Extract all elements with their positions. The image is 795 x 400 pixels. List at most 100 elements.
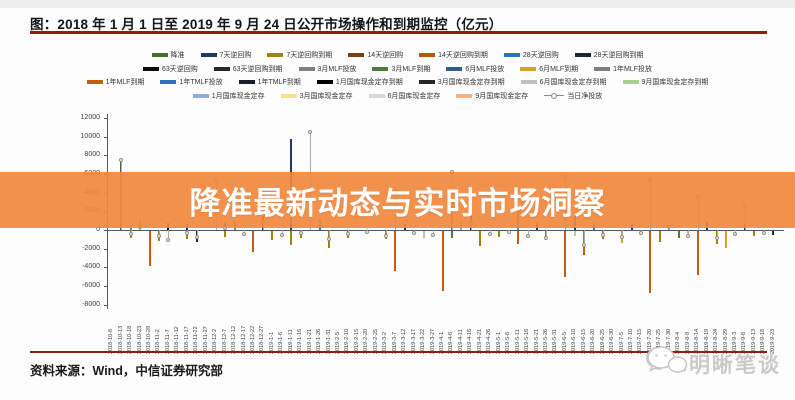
x-tick-label: 2019-4-6 [448,331,455,354]
legend-swatch [160,80,177,84]
net-injection-marker [345,231,350,236]
legend-item: 6月国库现金定存 [368,91,441,101]
bar-1年MLF到期 [649,231,652,293]
bar-1年MLF到期 [564,231,567,277]
legend-item: 14天逆回购 [348,50,403,60]
x-tick-label: 2019-3-27 [429,328,436,354]
x-tick-label: 2019-2-25 [372,328,379,354]
x-tick-label: 2019-4-26 [486,328,493,354]
x-tick-label: 2019-5-16 [524,328,531,354]
net-injection-marker [506,229,511,234]
net-injection-marker [166,238,171,243]
legend-label: 7天逆回购到期 [286,52,333,59]
x-tick-label: 2018-10-18 [127,325,134,354]
legend-swatch [267,53,284,57]
legend-item: 63天逆回购到期 [213,64,283,74]
legend-swatch [520,66,537,71]
net-injection-marker [544,236,549,241]
net-injection-marker [383,233,388,238]
x-tick-label: 2019-4-11 [457,329,464,354]
y-tick-label: -8000 [82,300,100,308]
legend-swatch [142,66,159,71]
net-injection-marker [525,233,530,238]
x-tick-label: 2019-4-21 [476,328,483,354]
net-injection-marker [185,230,190,235]
y-tick-label: 8000 [84,151,100,159]
legend-item: 当日净投放 [544,91,602,101]
legend-swatch [574,53,591,57]
legend-item: 28天逆回购到期 [574,50,644,60]
x-tick-label: 2018-10-8 [108,328,115,354]
bar-6月MLF到期 [725,231,728,248]
net-injection-marker [279,232,284,237]
net-line-marker [557,95,565,96]
x-tick-label: 2019-1-31 [325,328,332,354]
x-tick-label: 2019-3-2 [382,331,389,354]
net-injection-stem [433,230,435,235]
x-tick-label: 2018-10-28 [146,325,153,354]
x-tick-label: 2019-1-26 [316,328,323,354]
legend-item: 1月国库现金定存到期 [316,77,403,87]
x-tick-label: 2018-12-27 [259,325,266,354]
net-injection-stem [158,230,160,236]
x-tick-label: 2019-5-11 [514,329,521,354]
legend-label: 3月MLF到期 [391,65,431,73]
x-tick-label: 2018-12-17 [240,325,247,354]
legend-item: 3月国库现金定存 [280,91,353,101]
net-injection-marker [412,230,417,235]
x-tick-label: 2019-1-16 [297,328,304,354]
y-tick-label: 0 [96,226,100,233]
legend-item: 9月国库现金定存到期 [622,77,708,87]
net-injection-stem [527,230,529,236]
x-tick-label: 2019-6-25 [599,328,606,354]
page-title: 图：2018 年 1 月 1 日至 2019 年 9 月 24 日公开市场操作和… [30,17,503,32]
bar-1年MLF到期 [696,231,699,275]
legend-item: 14天逆回购到期 [419,50,488,60]
legend-label: 7天逆回购 [219,52,252,59]
bar-1年MLF到期 [394,231,397,272]
net-injection-stem [688,230,690,236]
net-injection-stem [584,230,586,245]
y-axis-tick [104,304,107,306]
legend-swatch [446,66,463,71]
net-injection-marker [487,231,492,236]
legend-label: 28天逆回购 [522,52,559,59]
legend-label: 6月MLF投放 [465,65,505,73]
legend-swatch [520,80,537,84]
legend-label: 14天逆回购 [367,52,404,59]
bar-7天逆回购到期 [186,231,189,240]
x-tick-label: 2019-1-11 [287,329,294,354]
net-injection-marker [733,231,738,236]
net-injection-stem [622,230,624,238]
legend-swatch [622,80,639,84]
legend-item: 1年MLF到期 [86,77,144,87]
x-tick-label: 2018-11-22 [193,326,200,354]
net-injection-marker [156,233,161,238]
legend-swatch [503,53,520,57]
net-injection-marker [431,232,436,237]
x-tick-label: 2019-1-6 [278,331,285,354]
y-tick-label: 10000 [80,132,100,140]
net-injection-marker [242,231,247,236]
net-injection-stem [196,230,198,237]
legend-swatch [86,80,103,84]
legend-label: 63天逆回购 [161,65,198,73]
source-note: 资料来源：Wind，中信证券研究部 [30,364,223,378]
net-injection-marker [364,229,369,234]
bar-1年MLF到期 [252,231,255,253]
bar-7天逆回购到期 [753,231,756,236]
legend-label: 6月国库现金定存 [387,92,441,100]
legend-item: 6月MLF投放 [446,64,504,74]
legend-item: 3月MLF投放 [298,64,356,74]
legend-swatch [594,66,611,71]
x-tick-label: 2019-5-26 [542,328,549,354]
legend-label: 降准 [170,52,185,59]
net-injection-marker [714,236,719,241]
legend-label: 14天逆回购到期 [438,52,488,59]
x-tick-label: 2018-12-7 [221,328,228,354]
net-injection-marker [638,230,643,235]
net-injection-marker [601,232,606,237]
bar-6月国库现金定存到期 [422,231,425,239]
x-tick-label: 2019-7-15 [637,328,644,354]
net-injection-marker [298,230,303,235]
